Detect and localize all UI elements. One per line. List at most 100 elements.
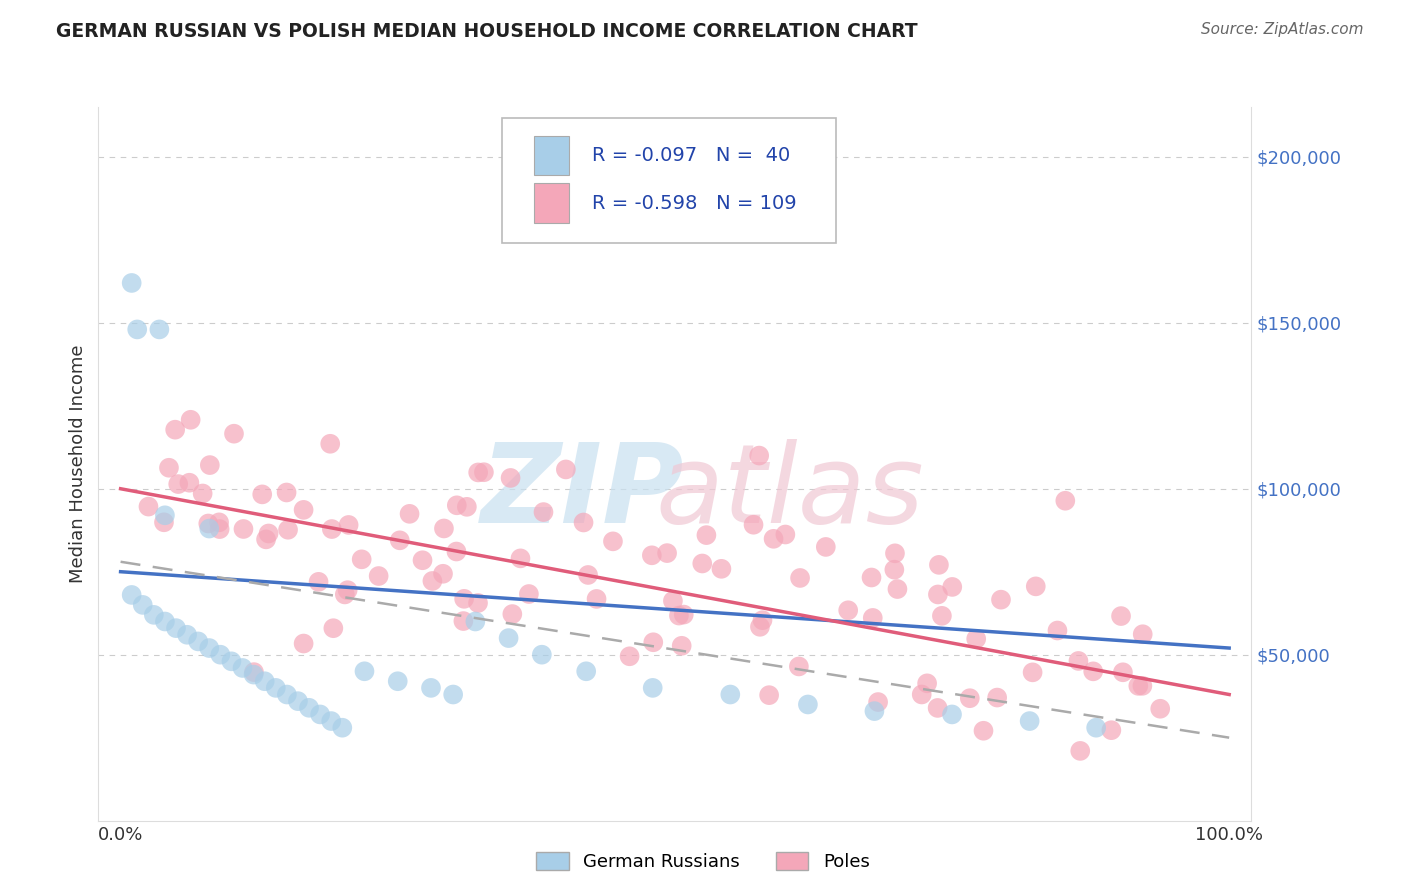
Point [1149, 702, 1171, 716]
Point [254, 533, 277, 547]
Point [367, 569, 389, 583]
Point [1069, 744, 1091, 758]
Point [662, 594, 685, 608]
Point [180, 413, 202, 427]
Point [322, 621, 344, 635]
Point [517, 587, 540, 601]
Point [1085, 721, 1108, 735]
Point [321, 714, 343, 728]
Point [1054, 493, 1077, 508]
Point [501, 607, 523, 621]
Point [742, 517, 765, 532]
Point [387, 674, 409, 689]
Point [432, 566, 454, 581]
Point [668, 608, 690, 623]
Point [148, 322, 170, 336]
Point [467, 466, 489, 480]
Point [602, 534, 624, 549]
Point [179, 475, 201, 490]
Point [121, 588, 143, 602]
Point [456, 500, 478, 514]
Point [208, 522, 231, 536]
Point [641, 681, 664, 695]
Point [243, 665, 266, 680]
Point [1021, 665, 1043, 680]
Point [927, 587, 949, 601]
Point [789, 571, 811, 585]
Point [138, 500, 160, 514]
Point [467, 596, 489, 610]
Point [814, 540, 837, 554]
Point [308, 574, 330, 589]
Point [292, 503, 315, 517]
Point [232, 522, 254, 536]
Point [153, 516, 176, 530]
Point [986, 690, 1008, 705]
Point [252, 487, 274, 501]
Point [1132, 679, 1154, 693]
Point [498, 631, 520, 645]
Point [509, 551, 531, 566]
Point [1112, 665, 1135, 680]
Point [176, 628, 198, 642]
Point [333, 587, 356, 601]
Point [1025, 579, 1047, 593]
Point [576, 568, 599, 582]
Point [222, 426, 245, 441]
Point [350, 552, 373, 566]
Point [298, 700, 321, 714]
Point [127, 322, 149, 336]
Point [748, 449, 770, 463]
Point [319, 436, 342, 450]
Point [446, 498, 468, 512]
Point [941, 580, 963, 594]
Point [751, 613, 773, 627]
Point [554, 462, 576, 476]
Text: Source: ZipAtlas.com: Source: ZipAtlas.com [1201, 22, 1364, 37]
Text: GERMAN RUSSIAN VS POLISH MEDIAN HOUSEHOLD INCOME CORRELATION CHART: GERMAN RUSSIAN VS POLISH MEDIAN HOUSEHOL… [56, 22, 918, 41]
Point [837, 603, 859, 617]
Point [242, 667, 264, 681]
Point [1046, 624, 1069, 638]
Point [412, 553, 434, 567]
Point [420, 681, 443, 695]
Point [941, 707, 963, 722]
Point [884, 546, 907, 560]
Legend: German Russians, Poles: German Russians, Poles [529, 845, 877, 879]
Point [221, 654, 243, 668]
Point [762, 532, 785, 546]
Point [619, 649, 641, 664]
Point [209, 648, 232, 662]
Point [277, 523, 299, 537]
Text: atlas: atlas [655, 439, 925, 546]
Point [472, 465, 495, 479]
Point [167, 477, 190, 491]
Point [533, 505, 555, 519]
FancyBboxPatch shape [502, 118, 837, 243]
Point [672, 607, 695, 622]
Bar [534, 136, 569, 175]
Point [886, 582, 908, 596]
Point [530, 648, 553, 662]
Point [388, 533, 411, 548]
Point [758, 688, 780, 702]
Point [453, 614, 475, 628]
Point [572, 516, 595, 530]
Point [718, 688, 741, 702]
Point [690, 557, 713, 571]
Point [433, 521, 456, 535]
Point [336, 583, 359, 598]
Point [860, 570, 883, 584]
Point [972, 723, 994, 738]
Point [1083, 665, 1105, 679]
Point [253, 674, 276, 689]
Point [198, 522, 221, 536]
Point [208, 516, 231, 530]
Point [330, 721, 353, 735]
Point [862, 611, 884, 625]
Point [1067, 654, 1090, 668]
Text: R = -0.097   N =  40: R = -0.097 N = 40 [592, 146, 790, 165]
Point [710, 562, 733, 576]
Point [264, 681, 287, 695]
Point [165, 423, 187, 437]
